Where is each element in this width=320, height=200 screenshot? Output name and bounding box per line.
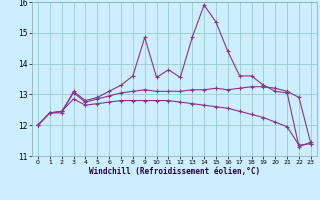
X-axis label: Windchill (Refroidissement éolien,°C): Windchill (Refroidissement éolien,°C)	[89, 167, 260, 176]
